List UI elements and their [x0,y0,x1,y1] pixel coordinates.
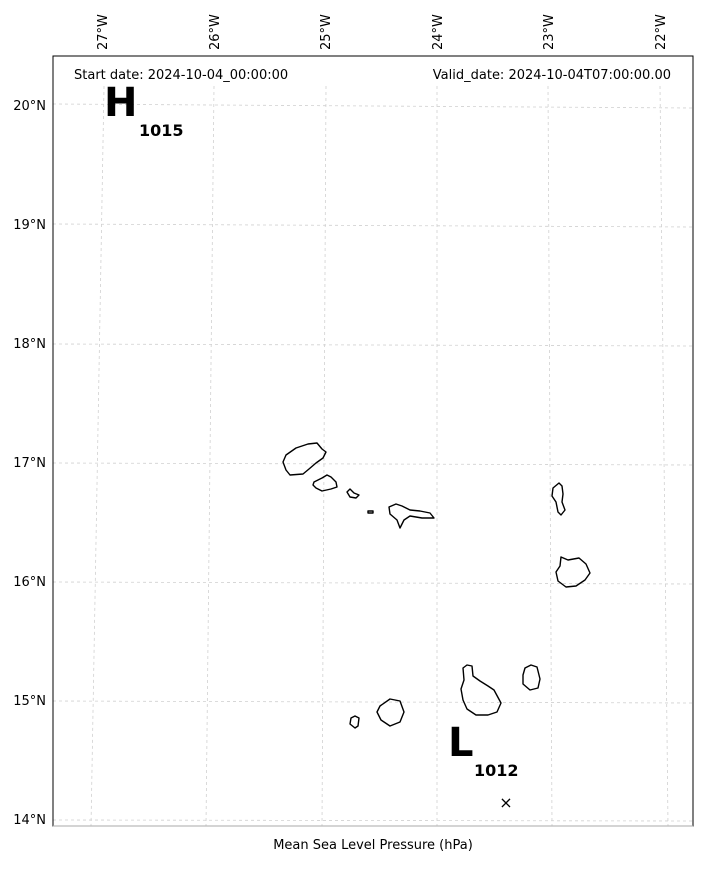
plot-frame [52,55,694,827]
gridline-lon-23 [547,85,553,827]
low-pressure-value: 1012 [474,761,519,780]
longitude-labels: 27°W 26°W 25°W 24°W 23°W 22°W [96,14,669,50]
lon-label-25w: 25°W [319,14,334,50]
valid-date-label: Valid_date: 2024-10-04T07:00:00.00 [433,68,671,83]
lat-label-18n: 18°N [13,337,46,352]
island-fogo [376,698,405,727]
low-pressure-letter: L [448,720,474,766]
gridline-lon-26 [205,85,215,827]
gridline-lat-18 [52,343,694,347]
gridline-lat-16 [52,581,694,585]
gridline-lat-14 [52,819,694,822]
graticule [52,85,694,827]
latitude-labels: 20°N 19°N 18°N 17°N 16°N 15°N 14°N [13,99,46,828]
island-santa-luzia [346,488,360,499]
high-pressure-value: 1015 [139,121,184,140]
gridline-lat-15 [52,700,694,704]
island-branco [367,510,374,514]
lon-label-27w: 27°W [96,14,111,50]
lon-label-22w: 22°W [654,14,669,50]
gridline-lat-19 [52,223,694,228]
start-date-label: Start date: 2024-10-04_00:00:00 [74,68,288,83]
lat-label-20n: 20°N [13,99,46,114]
lon-label-26w: 26°W [208,14,223,50]
lat-label-16n: 16°N [13,575,46,590]
low-pressure-system: L 1012 [448,720,519,780]
island-santo-antao [282,442,327,476]
gridline-lon-22 [659,85,669,827]
gridline-lat-17 [52,462,694,466]
high-pressure-letter: H [104,80,137,126]
lat-label-15n: 15°N [13,694,46,709]
island-maio [522,664,541,691]
coastlines [282,442,591,729]
island-santiago [460,664,502,716]
lat-label-14n: 14°N [13,813,46,828]
gridline-lat-20 [52,103,694,109]
lat-label-17n: 17°N [13,456,46,471]
island-brava [349,715,360,729]
lon-label-23w: 23°W [542,14,557,50]
center-marker: × [499,793,512,812]
island-sal [551,482,566,516]
lon-label-24w: 24°W [431,14,446,50]
map-caption: Mean Sea Level Pressure (hPa) [273,838,473,853]
lat-label-19n: 19°N [13,218,46,233]
island-sao-nicolau [388,503,435,529]
gridline-lon-27 [90,85,105,827]
island-boa-vista [555,556,591,588]
high-pressure-system: H 1015 [104,80,184,140]
island-sao-vicente [312,474,338,492]
